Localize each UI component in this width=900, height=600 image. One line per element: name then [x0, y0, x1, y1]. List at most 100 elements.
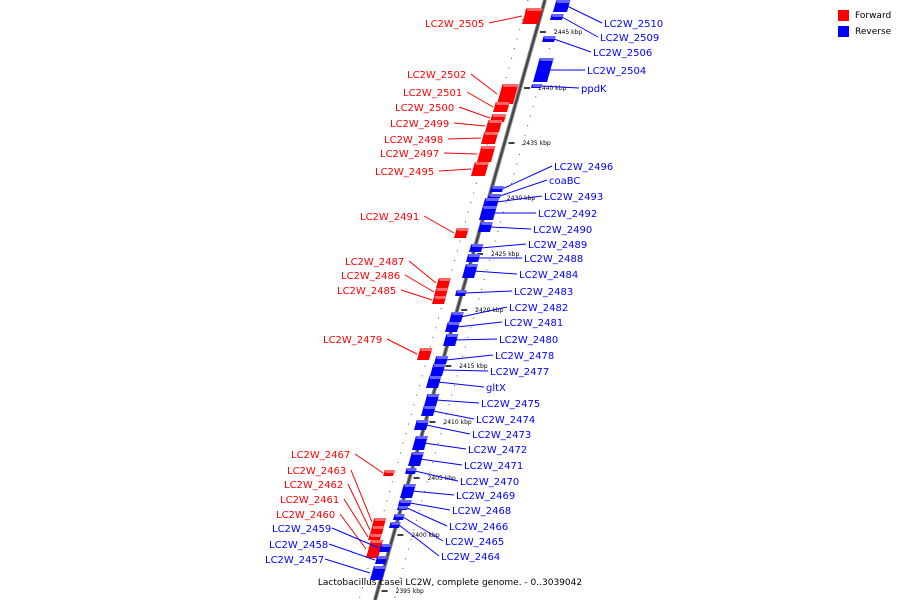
gene-connector	[499, 179, 548, 197]
gene-connector	[470, 73, 498, 95]
forward-gene-feature	[485, 120, 503, 132]
forward-gene-feature	[481, 132, 499, 144]
gene-highlight	[447, 322, 460, 325]
reverse-gene-feature	[398, 500, 412, 506]
gene-body	[522, 8, 543, 24]
gene-highlight	[369, 534, 382, 537]
gene-connector	[425, 424, 471, 435]
gene-body	[477, 146, 496, 162]
gene-highlight	[468, 254, 481, 257]
forward-gene-label: LC2W_2485	[337, 286, 396, 297]
forward-gene-feature	[436, 278, 451, 288]
gene-highlight	[489, 194, 502, 197]
forward-gene-label: LC2W_2467	[291, 450, 350, 461]
gene-highlight	[427, 394, 440, 397]
gene-highlight	[438, 278, 451, 281]
forward-gene-label: LC2W_2486	[341, 271, 400, 282]
gene-highlight	[446, 334, 459, 337]
reverse-gene-label: LC2W_2475	[481, 399, 540, 410]
gene-connector	[432, 410, 475, 420]
reverse-gene-label: LC2W_2470	[460, 477, 519, 488]
tick-label: 2425 kbp	[491, 251, 519, 258]
tick-label: 2395 kbp	[396, 588, 424, 595]
forward-gene-label: LC2W_2462	[284, 480, 343, 491]
forward-gene-feature	[417, 348, 433, 360]
gene-highlight	[551, 14, 564, 17]
tick-label: 2415 kbp	[459, 363, 487, 370]
reverse-gene-label: LC2W_2482	[509, 303, 568, 314]
gene-highlight	[485, 198, 500, 201]
reverse-gene-feature	[393, 514, 405, 520]
gene-connector	[443, 152, 478, 155]
reverse-gene-feature	[412, 436, 428, 450]
forward-swatch	[838, 10, 849, 21]
gene-highlight	[471, 244, 484, 247]
reverse-gene-label: LC2W_2466	[449, 522, 508, 533]
gene-body	[412, 436, 428, 450]
reverse-gene-feature	[400, 484, 416, 498]
forward-gene-feature	[434, 288, 449, 296]
forward-gene-label: LC2W_2491	[360, 212, 419, 223]
gene-connector	[354, 453, 384, 474]
gene-connector	[447, 137, 482, 140]
gene-connector	[561, 16, 599, 38]
forward-gene-label: LC2W_2479	[323, 335, 382, 346]
gene-body	[479, 206, 497, 220]
gene-connector	[435, 399, 480, 404]
gene-connector	[411, 490, 455, 496]
reverse-gene-feature	[479, 206, 497, 220]
gene-highlight	[543, 36, 556, 39]
gene-connector	[496, 195, 543, 203]
gene-highlight	[394, 514, 405, 517]
forward-gene-feature	[368, 534, 382, 540]
reverse-gene-feature	[469, 244, 484, 252]
tick-label: 2445 kbp	[554, 29, 582, 36]
gene-highlight	[480, 222, 493, 225]
reverse-gene-feature	[397, 506, 409, 510]
forward-gene-label: LC2W_2497	[380, 149, 439, 160]
gene-highlight	[451, 312, 464, 315]
gene-connector	[458, 106, 491, 119]
reverse-gene-feature	[533, 58, 554, 82]
reverse-gene-label: LC2W_2474	[476, 415, 535, 426]
gene-highlight	[484, 132, 499, 135]
reverse-gene-label: LC2W_2492	[538, 209, 597, 220]
gene-connector	[445, 354, 494, 361]
forward-gene-label: LC2W_2505	[425, 19, 484, 30]
reverse-gene-label: LC2W_2493	[544, 192, 603, 203]
gene-highlight	[436, 356, 449, 359]
reverse-gene-label: LC2W_2459	[272, 524, 331, 535]
gene-highlight	[399, 500, 412, 503]
forward-gene-feature	[497, 84, 519, 104]
gene-highlight	[556, 0, 571, 3]
reverse-gene-label: LC2W_2468	[452, 506, 511, 517]
reverse-gene-label: LC2W_2457	[265, 555, 324, 566]
reverse-gene-label: LC2W_2471	[464, 461, 523, 472]
gene-highlight	[390, 522, 401, 525]
forward-gene-label: LC2W_2495	[375, 167, 434, 178]
forward-gene-feature	[522, 8, 543, 24]
reverse-gene-label: LC2W_2489	[528, 240, 587, 251]
forward-gene-feature	[477, 146, 496, 162]
reverse-gene-feature	[389, 522, 401, 528]
forward-gene-feature	[370, 526, 385, 534]
gene-body	[471, 162, 489, 176]
reverse-gene-feature	[462, 264, 478, 278]
map-caption: Lactobacillus casei LC2W, complete genom…	[0, 578, 900, 588]
reverse-gene-feature	[375, 556, 388, 564]
reverse-gene-label: LC2W_2483	[514, 287, 573, 298]
reverse-gene-label: LC2W_2481	[504, 318, 563, 329]
reverse-gene-label: LC2W_2484	[519, 270, 578, 281]
gene-connector	[419, 458, 463, 466]
reverse-gene-feature	[455, 290, 467, 296]
reverse-gene-label: LC2W_2477	[490, 367, 549, 378]
reverse-gene-label: LC2W_2506	[593, 48, 652, 59]
forward-gene-label: LC2W_2499	[390, 119, 449, 130]
gene-body	[497, 84, 519, 104]
gene-highlight	[374, 518, 387, 521]
gene-connector	[328, 543, 376, 561]
forward-gene-label: LC2W_2461	[280, 495, 339, 506]
legend-item-forward: Forward	[838, 8, 891, 23]
